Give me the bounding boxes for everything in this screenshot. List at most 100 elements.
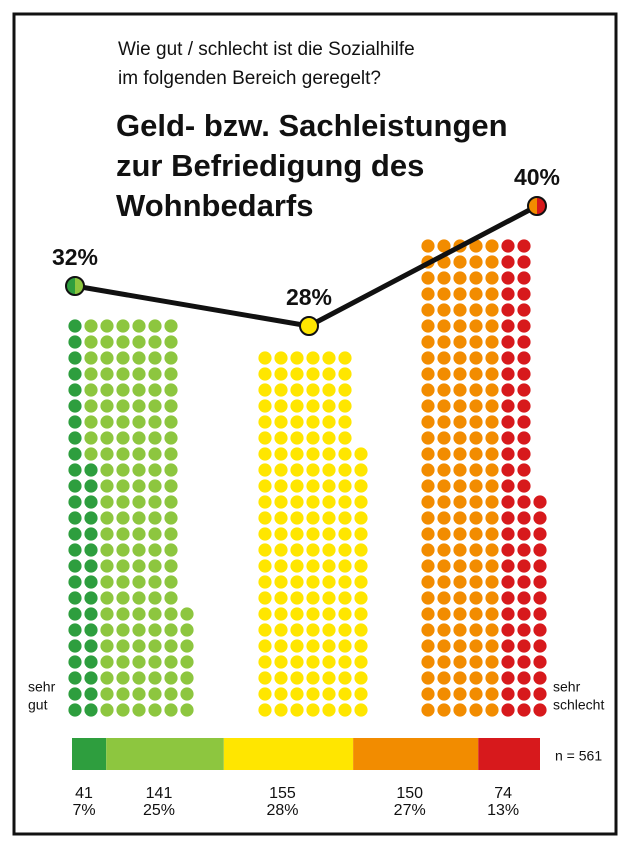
- dot: [501, 655, 515, 669]
- dot: [116, 559, 130, 573]
- dot: [306, 527, 320, 541]
- dot: [501, 543, 515, 557]
- dot: [469, 559, 483, 573]
- dot: [453, 319, 467, 333]
- dot: [306, 671, 320, 685]
- dot: [485, 655, 499, 669]
- dot: [501, 383, 515, 397]
- dot: [421, 335, 435, 349]
- dot: [453, 351, 467, 365]
- dot: [132, 399, 146, 413]
- dot: [68, 607, 82, 621]
- dot: [437, 335, 451, 349]
- dot: [469, 399, 483, 413]
- dot: [469, 639, 483, 653]
- question: Wie gut / schlecht ist die Sozialhilfe: [118, 39, 415, 60]
- dot: [148, 335, 162, 349]
- dot: [485, 463, 499, 477]
- dot: [132, 431, 146, 445]
- dot: [469, 383, 483, 397]
- dot: [290, 671, 304, 685]
- dot: [84, 527, 98, 541]
- dot: [68, 463, 82, 477]
- dot: [132, 607, 146, 621]
- dot: [453, 591, 467, 605]
- dot: [469, 527, 483, 541]
- dot: [132, 351, 146, 365]
- dot: [517, 703, 531, 717]
- dot: [517, 367, 531, 381]
- dot: [501, 527, 515, 541]
- dot: [453, 511, 467, 525]
- legend-count: 155: [269, 785, 296, 802]
- dot: [68, 655, 82, 669]
- dot: [306, 383, 320, 397]
- dot: [100, 639, 114, 653]
- dot: [338, 591, 352, 605]
- dot: [84, 591, 98, 605]
- dot: [306, 399, 320, 413]
- dot: [274, 415, 288, 429]
- dot: [421, 655, 435, 669]
- dot: [338, 543, 352, 557]
- dot: [437, 239, 451, 253]
- dot: [322, 495, 336, 509]
- dot: [501, 303, 515, 317]
- dot: [164, 575, 178, 589]
- dot: [100, 351, 114, 365]
- dot: [180, 655, 194, 669]
- dot: [68, 623, 82, 637]
- dot: [322, 399, 336, 413]
- dot: [453, 255, 467, 269]
- dot: [274, 431, 288, 445]
- dot: [164, 463, 178, 477]
- dot: [164, 511, 178, 525]
- dot: [338, 383, 352, 397]
- dot: [485, 367, 499, 381]
- dot: [437, 655, 451, 669]
- dot: [533, 607, 547, 621]
- dot: [322, 559, 336, 573]
- dot: [533, 511, 547, 525]
- dot: [437, 303, 451, 317]
- dot: [421, 687, 435, 701]
- dot: [501, 335, 515, 349]
- dot: [517, 495, 531, 509]
- dot: [437, 383, 451, 397]
- dot: [354, 495, 368, 509]
- dot: [274, 479, 288, 493]
- dot: [68, 399, 82, 413]
- dot: [164, 415, 178, 429]
- summary-label: 32%: [52, 244, 98, 270]
- legend-segment: [72, 738, 107, 770]
- dot: [100, 623, 114, 637]
- dot: [453, 687, 467, 701]
- dot: [100, 527, 114, 541]
- dot: [437, 607, 451, 621]
- dot: [84, 431, 98, 445]
- dot: [274, 623, 288, 637]
- dot: [322, 431, 336, 445]
- left-label: sehr: [28, 679, 56, 695]
- dot: [501, 463, 515, 477]
- dot: [485, 479, 499, 493]
- dot: [68, 367, 82, 381]
- dot: [421, 511, 435, 525]
- dot: [469, 303, 483, 317]
- dot: [180, 639, 194, 653]
- dot: [437, 495, 451, 509]
- dot: [453, 623, 467, 637]
- dot: [100, 495, 114, 509]
- dot: [148, 575, 162, 589]
- dot: [469, 607, 483, 621]
- dot: [322, 383, 336, 397]
- dot: [180, 703, 194, 717]
- dot: [338, 431, 352, 445]
- dot: [290, 559, 304, 573]
- dot: [306, 479, 320, 493]
- dot: [453, 399, 467, 413]
- dot: [164, 335, 178, 349]
- dot: [258, 655, 272, 669]
- dot: [258, 495, 272, 509]
